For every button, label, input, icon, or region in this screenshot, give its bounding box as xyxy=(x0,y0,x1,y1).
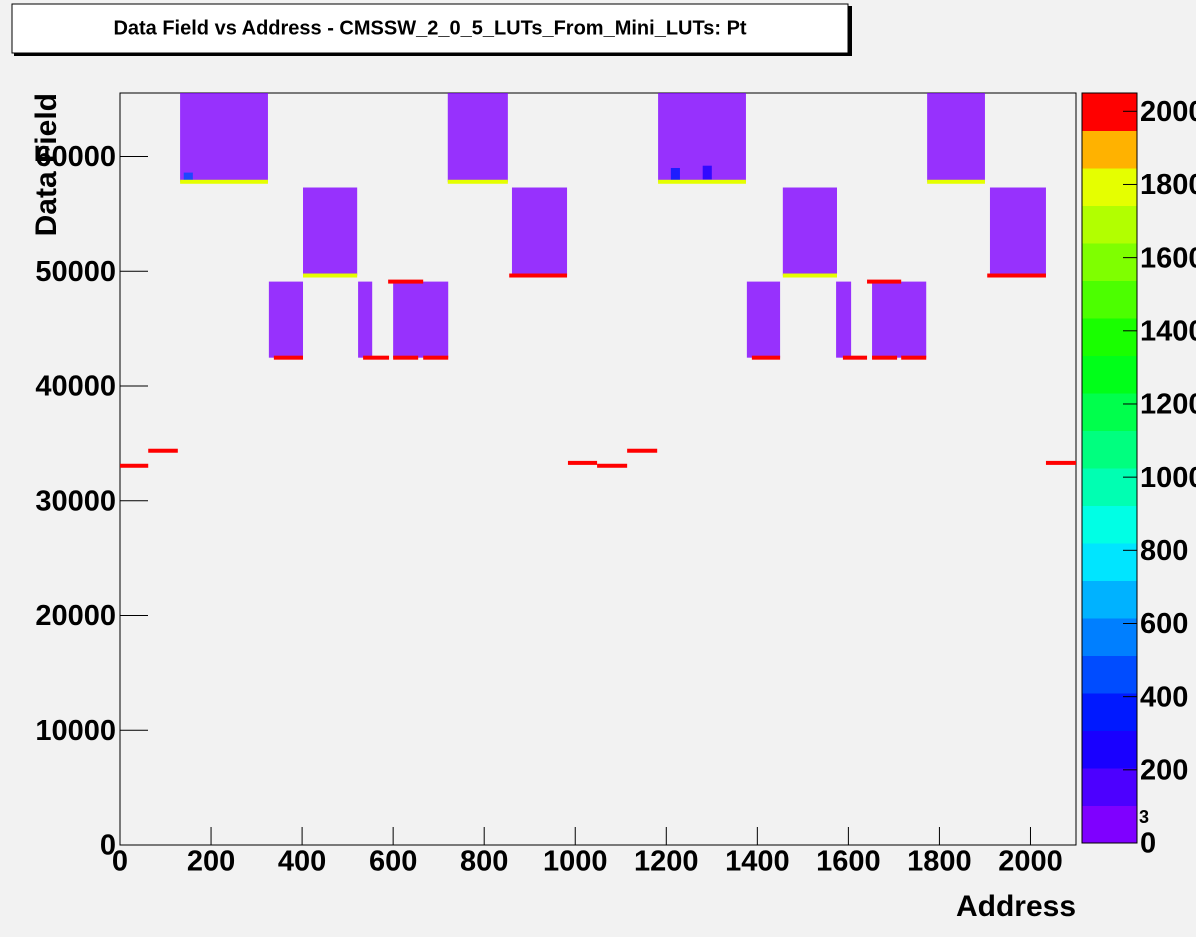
y-tick-label: 0 xyxy=(100,830,116,862)
x-tick-label: 0 xyxy=(112,846,128,878)
cell xyxy=(670,167,680,181)
z-tick-label: 1200 xyxy=(1140,389,1196,421)
color-band xyxy=(1082,430,1137,469)
z-tick-label: 1600 xyxy=(1140,242,1196,274)
cell xyxy=(702,165,712,180)
cell-line xyxy=(393,355,419,360)
cell-line xyxy=(987,273,1046,278)
cell-line xyxy=(927,179,985,184)
cell-line xyxy=(388,279,424,284)
cell-line xyxy=(509,273,568,278)
z-tick-label: 1000 xyxy=(1140,462,1196,494)
color-band xyxy=(1082,693,1137,731)
y-tick-label: 40000 xyxy=(35,371,116,403)
cell-line xyxy=(447,179,508,184)
x-tick-label: 1800 xyxy=(907,846,972,878)
chart-title: Data Field vs Address - CMSSW_2_0_5_LUTs… xyxy=(113,17,746,39)
color-band xyxy=(1082,805,1137,844)
cell-line xyxy=(423,355,449,360)
x-tick-label: 2000 xyxy=(998,846,1063,878)
cell xyxy=(447,93,508,182)
cell xyxy=(746,281,781,358)
y-tick-label: 60000 xyxy=(35,141,116,173)
cell-line xyxy=(751,355,781,360)
cell-line xyxy=(901,355,927,360)
title-box xyxy=(11,3,849,54)
z-tick-label: 600 xyxy=(1140,608,1188,640)
cell-line xyxy=(658,179,746,184)
cell-line xyxy=(782,273,837,278)
cell xyxy=(393,281,449,358)
color-band xyxy=(1082,655,1137,694)
x-tick-label: 1400 xyxy=(725,846,790,878)
color-band xyxy=(1082,130,1137,169)
color-bar-frame xyxy=(1081,92,1138,844)
cell xyxy=(872,281,927,358)
cell-line xyxy=(303,273,358,278)
cell-line xyxy=(867,279,902,284)
z-tick-label: 1800 xyxy=(1140,169,1196,201)
x-tick-label: 400 xyxy=(278,846,326,878)
cell-line xyxy=(273,355,304,360)
y-tick-label: 10000 xyxy=(35,715,116,747)
z-tick-label: 1400 xyxy=(1140,315,1196,347)
cell xyxy=(658,93,746,182)
y-tick-label: 20000 xyxy=(35,600,116,632)
color-band xyxy=(1082,93,1137,131)
y-tick-label: 50000 xyxy=(35,256,116,288)
color-band xyxy=(1082,243,1137,281)
cell xyxy=(989,187,1046,276)
cell-line xyxy=(842,355,868,360)
cell xyxy=(511,187,568,276)
z-tick-label: 2000 xyxy=(1140,96,1196,128)
cell xyxy=(183,172,193,181)
cell-line xyxy=(148,448,178,453)
color-band xyxy=(1082,768,1137,806)
plot-frame xyxy=(119,92,1077,846)
cell-line xyxy=(120,463,149,468)
color-band xyxy=(1082,618,1137,656)
cell xyxy=(358,281,373,358)
x-axis-label: Address xyxy=(956,890,1076,923)
z-tick-label: 800 xyxy=(1140,535,1188,567)
color-band xyxy=(1082,318,1137,356)
cell xyxy=(782,187,837,276)
color-band xyxy=(1082,543,1137,581)
x-tick-label: 600 xyxy=(369,846,417,878)
cell xyxy=(927,93,985,182)
cell xyxy=(303,187,358,276)
cell xyxy=(836,281,852,358)
z-tick-label: 200 xyxy=(1140,754,1188,786)
color-band xyxy=(1082,580,1137,619)
color-band xyxy=(1082,393,1137,431)
color-band xyxy=(1082,468,1137,506)
cell-line xyxy=(627,448,658,453)
y-axis-label: Data Field xyxy=(30,93,63,236)
color-band xyxy=(1082,205,1137,244)
cell-line xyxy=(567,460,598,465)
x-tick-label: 200 xyxy=(187,846,235,878)
x-tick-label: 1600 xyxy=(816,846,881,878)
cell-line xyxy=(1045,460,1076,465)
x-tick-label: 1000 xyxy=(543,846,608,878)
color-band xyxy=(1082,505,1137,544)
cell-line xyxy=(363,355,390,360)
color-band xyxy=(1082,280,1137,319)
z-tick-label: 0 xyxy=(1140,828,1156,860)
y-tick-label: 30000 xyxy=(35,485,116,517)
cell xyxy=(180,93,268,182)
cell-line xyxy=(872,355,898,360)
color-band xyxy=(1082,355,1137,394)
color-band xyxy=(1082,168,1137,206)
z-tick-label: 400 xyxy=(1140,681,1188,713)
cell-line xyxy=(180,179,268,184)
cell-line xyxy=(597,463,628,468)
cell xyxy=(268,281,304,358)
x-tick-label: 1200 xyxy=(634,846,699,878)
z-exponent: 3 xyxy=(1139,807,1149,827)
color-band xyxy=(1082,730,1137,769)
x-tick-label: 800 xyxy=(460,846,508,878)
